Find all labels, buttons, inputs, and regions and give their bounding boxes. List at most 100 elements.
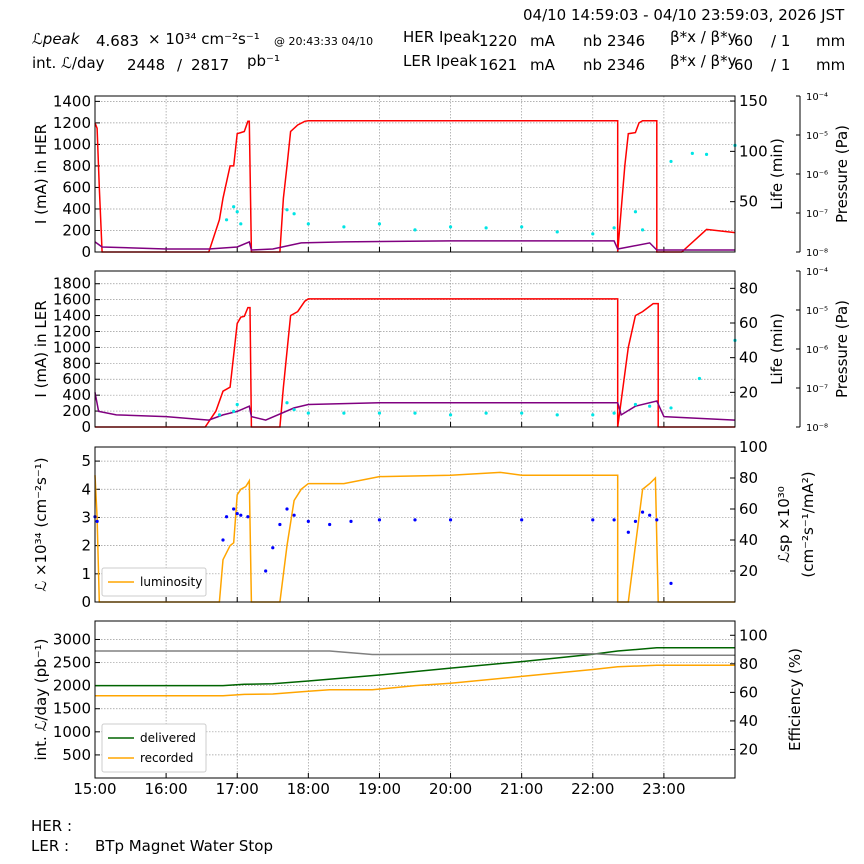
her-panel bbox=[94, 95, 801, 253]
y2-tick-label: 150 bbox=[739, 92, 768, 110]
pressure-point bbox=[640, 228, 645, 232]
legend-label-luminosity: luminosity bbox=[140, 575, 202, 589]
y2-axis-label: Life (min) bbox=[768, 138, 786, 210]
beta-x-1: 60 bbox=[734, 32, 754, 50]
specific-point bbox=[271, 546, 275, 550]
pressure-axis-label: Pressure (Pa) bbox=[833, 125, 851, 223]
y-tick-label: 0 bbox=[81, 418, 91, 436]
specific-point bbox=[648, 513, 652, 517]
pressure-point bbox=[612, 226, 616, 230]
beta-label-2: β*x / β*y bbox=[670, 52, 737, 70]
pressure-point bbox=[484, 411, 488, 415]
ler-panel bbox=[94, 270, 801, 428]
beta-sep-1: / 1 bbox=[771, 32, 791, 50]
specific-point bbox=[413, 518, 417, 522]
y-tick-label: 1500 bbox=[53, 700, 91, 718]
specific-point bbox=[377, 518, 382, 522]
lum-panel bbox=[93, 446, 736, 603]
beta-unit-1: mm bbox=[816, 32, 846, 50]
y-axis-label: int. ℒ/day (pb⁻¹) bbox=[32, 639, 50, 761]
y-tick-label: 500 bbox=[62, 746, 91, 764]
specific-point bbox=[246, 515, 250, 519]
y-tick-label: 1 bbox=[81, 565, 91, 583]
intl-unit: pb⁻¹ bbox=[247, 52, 280, 70]
intl-delivered: 2448 bbox=[127, 56, 166, 74]
life-line bbox=[94, 392, 736, 421]
pressure-tick-label: 10⁻⁵ bbox=[806, 131, 828, 142]
pressure-point bbox=[235, 210, 239, 214]
specific-point bbox=[239, 513, 243, 517]
specific-point bbox=[612, 518, 616, 522]
y-tick-label: 1200 bbox=[53, 322, 91, 340]
y-tick-label: 5 bbox=[81, 452, 91, 470]
plot-frame bbox=[94, 95, 736, 253]
x-tick-label: 21:00 bbox=[500, 780, 543, 798]
pressure-point bbox=[555, 230, 559, 234]
y2-tick-label: 80 bbox=[739, 279, 758, 297]
y2-tick-label: 100 bbox=[739, 142, 768, 160]
pressure-point bbox=[633, 210, 638, 214]
specific-point bbox=[633, 519, 638, 524]
lpeak-value: 4.683 bbox=[96, 32, 139, 50]
x-tick-label: 18:00 bbox=[287, 780, 330, 798]
specific-point bbox=[640, 510, 645, 514]
pressure-point bbox=[633, 402, 638, 407]
legend-label-delivered: delivered bbox=[140, 731, 196, 745]
pressure-point bbox=[697, 376, 702, 381]
lpeak-label: ℒpeak bbox=[32, 30, 80, 48]
beta-x-2: 60 bbox=[734, 56, 754, 74]
specific-point bbox=[264, 569, 268, 573]
pressure-point bbox=[520, 225, 524, 229]
pressure-point bbox=[413, 411, 417, 415]
y-tick-label: 600 bbox=[62, 178, 91, 196]
specific-point bbox=[95, 519, 99, 524]
specific-point bbox=[235, 512, 239, 516]
current-line bbox=[94, 119, 736, 253]
pressure-point bbox=[292, 212, 296, 216]
y-tick-label: 400 bbox=[62, 386, 91, 404]
pressure-point bbox=[232, 205, 236, 209]
pressure-point bbox=[690, 151, 694, 155]
y-tick-label: 0 bbox=[81, 243, 91, 261]
specific-point bbox=[292, 513, 296, 517]
y-tick-label: 2 bbox=[81, 537, 91, 555]
y2-tick-label: 40 bbox=[739, 349, 758, 367]
legend-box bbox=[101, 723, 207, 773]
pressure-tick-label: 10⁻⁶ bbox=[806, 345, 828, 356]
specific-point bbox=[349, 519, 353, 524]
y2-tick-label: 100 bbox=[739, 438, 768, 456]
pressure-point bbox=[377, 411, 382, 415]
specific-point bbox=[232, 507, 236, 511]
legend-label-recorded: recorded bbox=[140, 751, 193, 765]
pressure-point bbox=[448, 225, 453, 229]
pressure-tick-label: 10⁻⁵ bbox=[806, 306, 828, 317]
specific-point bbox=[448, 518, 453, 522]
pressure-point bbox=[484, 226, 488, 230]
y-tick-label: 200 bbox=[62, 221, 91, 239]
y2-axis-label: Life (min) bbox=[768, 313, 786, 385]
her-ipeak-value: 1220 bbox=[479, 32, 518, 50]
y-tick-label: 1200 bbox=[53, 114, 91, 132]
pressure-point bbox=[306, 411, 310, 415]
pressure-tick-label: 10⁻⁷ bbox=[806, 384, 828, 395]
y2-tick-label: 50 bbox=[739, 193, 758, 211]
y2-tick-label: 40 bbox=[739, 712, 758, 730]
y-tick-label: 200 bbox=[62, 402, 91, 420]
y-axis-label: I (mA) in HER bbox=[32, 124, 50, 224]
pressure-point bbox=[669, 406, 673, 410]
specific-point bbox=[278, 522, 282, 527]
pressure-point bbox=[217, 413, 222, 417]
x-tick-label: 17:00 bbox=[216, 780, 259, 798]
recorded-line bbox=[95, 664, 735, 697]
footer-ler-text: BTp Magnet Water Stop bbox=[95, 837, 273, 855]
specific-point bbox=[221, 538, 225, 542]
y-tick-label: 1000 bbox=[53, 135, 91, 153]
x-tick-label: 20:00 bbox=[429, 780, 472, 798]
lpeak-unit: × 10³⁴ cm⁻²s⁻¹ bbox=[148, 30, 260, 48]
pressure-axis-label: Pressure (Pa) bbox=[833, 300, 851, 398]
specific-point bbox=[285, 507, 289, 511]
y2-tick-label: 20 bbox=[739, 383, 758, 401]
pressure-point bbox=[239, 222, 243, 226]
y-axis-label: I (mA) in LER bbox=[32, 300, 50, 397]
plot-frame bbox=[94, 620, 736, 779]
